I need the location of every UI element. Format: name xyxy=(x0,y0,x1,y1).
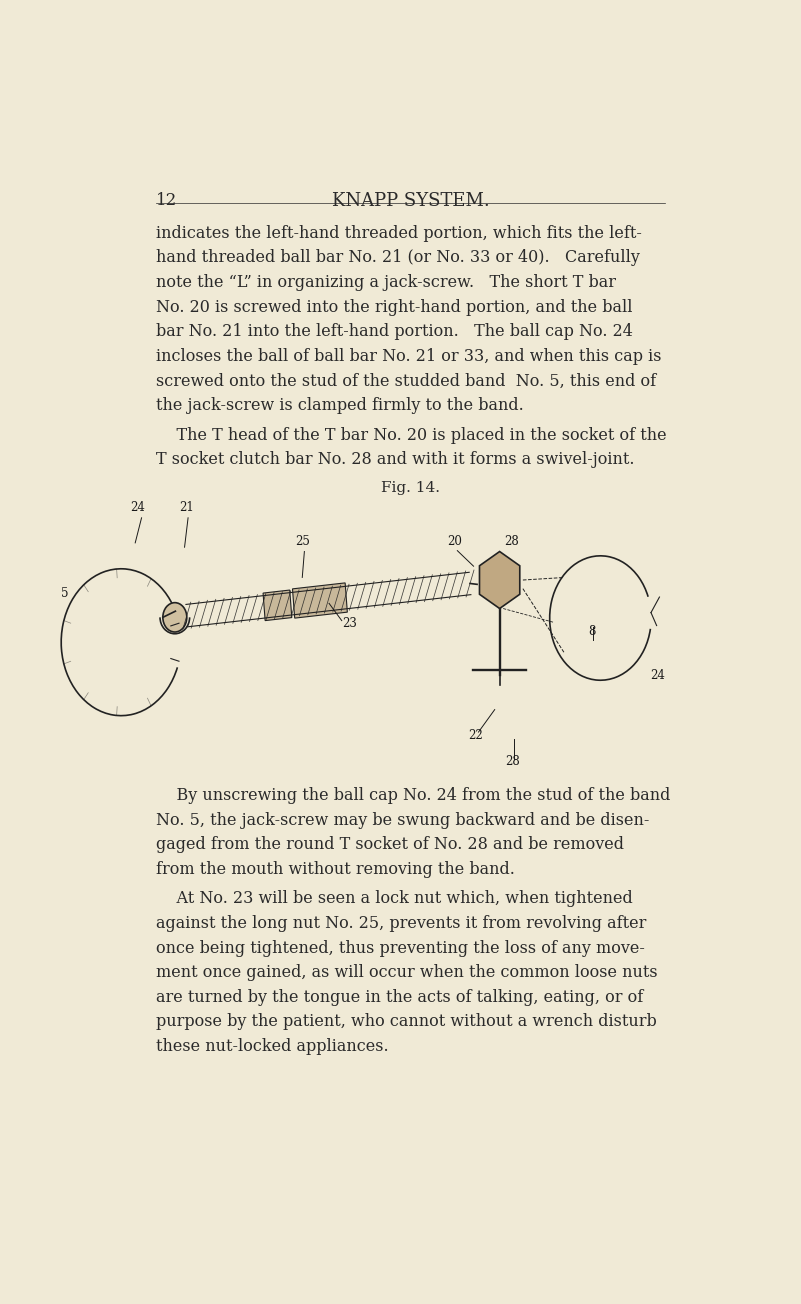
Text: 22: 22 xyxy=(469,729,483,742)
Text: 28: 28 xyxy=(504,536,518,549)
Polygon shape xyxy=(480,552,520,609)
Text: note the “L” in organizing a jack-screw.   The short T bar: note the “L” in organizing a jack-screw.… xyxy=(156,274,616,291)
Text: gaged from the round T socket of No. 28 and be removed: gaged from the round T socket of No. 28 … xyxy=(156,836,624,853)
Text: against the long nut No. 25, prevents it from revolving after: against the long nut No. 25, prevents it… xyxy=(156,915,646,932)
Text: screwed onto the stud of the studded band  No. 5, this end of: screwed onto the stud of the studded ban… xyxy=(156,373,656,390)
Text: these nut-locked appliances.: these nut-locked appliances. xyxy=(156,1038,388,1055)
Text: At No. 23 will be seen a lock nut which, when tightened: At No. 23 will be seen a lock nut which,… xyxy=(156,891,633,908)
Text: The T head of the T bar No. 20 is placed in the socket of the: The T head of the T bar No. 20 is placed… xyxy=(156,426,666,443)
Text: Fig. 14.: Fig. 14. xyxy=(381,481,440,494)
Text: 20: 20 xyxy=(448,536,462,549)
Text: incloses the ball of ball bar No. 21 or 33, and when this cap is: incloses the ball of ball bar No. 21 or … xyxy=(156,348,662,365)
Text: KNAPP SYSTEM.: KNAPP SYSTEM. xyxy=(332,192,489,210)
Text: 8: 8 xyxy=(589,626,596,639)
Text: 25: 25 xyxy=(296,536,310,549)
Text: 24: 24 xyxy=(131,501,145,514)
Text: from the mouth without removing the band.: from the mouth without removing the band… xyxy=(156,861,515,878)
Text: T socket clutch bar No. 28 and with it forms a swivel-joint.: T socket clutch bar No. 28 and with it f… xyxy=(156,451,634,468)
Text: 12: 12 xyxy=(156,192,177,209)
Text: 24: 24 xyxy=(650,669,665,682)
Text: the jack-screw is clamped firmly to the band.: the jack-screw is clamped firmly to the … xyxy=(156,396,524,413)
Text: No. 5, the jack-screw may be swung backward and be disen-: No. 5, the jack-screw may be swung backw… xyxy=(156,811,650,828)
Polygon shape xyxy=(263,589,292,621)
Text: purpose by the patient, who cannot without a wrench disturb: purpose by the patient, who cannot witho… xyxy=(156,1013,657,1030)
Text: 21: 21 xyxy=(179,501,195,514)
Text: indicates the left-hand threaded portion, which fits the left-: indicates the left-hand threaded portion… xyxy=(156,224,642,241)
Polygon shape xyxy=(292,583,348,618)
Text: 28: 28 xyxy=(505,755,520,768)
Text: bar No. 21 into the left-hand portion.   The ball cap No. 24: bar No. 21 into the left-hand portion. T… xyxy=(156,323,633,340)
Circle shape xyxy=(163,602,187,632)
Text: are turned by the tongue in the acts of talking, eating, or of: are turned by the tongue in the acts of … xyxy=(156,988,643,1005)
Text: By unscrewing the ball cap No. 24 from the stud of the band: By unscrewing the ball cap No. 24 from t… xyxy=(156,788,670,805)
Text: 23: 23 xyxy=(342,617,356,630)
Text: once being tightened, thus preventing the loss of any move-: once being tightened, thus preventing th… xyxy=(156,940,645,957)
Text: No. 20 is screwed into the right-hand portion, and the ball: No. 20 is screwed into the right-hand po… xyxy=(156,299,633,316)
Text: ment once gained, as will occur when the common loose nuts: ment once gained, as will occur when the… xyxy=(156,964,658,982)
Text: hand threaded ball bar No. 21 (or No. 33 or 40).   Carefully: hand threaded ball bar No. 21 (or No. 33… xyxy=(156,249,640,266)
Text: 5: 5 xyxy=(61,587,69,600)
